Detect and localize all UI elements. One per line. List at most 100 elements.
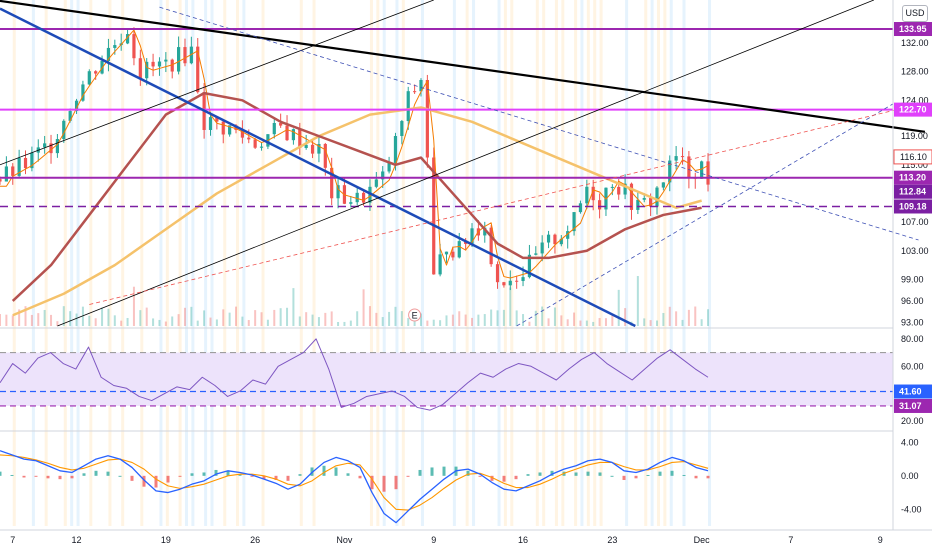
volume-bar xyxy=(145,307,148,326)
price-badge-label: 109.18 xyxy=(899,201,927,211)
price-tick-label: 103.00 xyxy=(901,246,929,256)
candle xyxy=(674,156,678,161)
rsi-panel[interactable] xyxy=(0,338,893,411)
candle xyxy=(700,161,704,179)
volume-bar xyxy=(490,309,493,326)
session-stripe xyxy=(599,0,603,526)
session-stripe xyxy=(535,0,539,526)
candle xyxy=(304,144,308,148)
candle xyxy=(259,146,264,148)
candle xyxy=(451,251,455,258)
x-tick-label: Dec xyxy=(694,535,711,545)
volume-bar xyxy=(88,315,91,326)
volume-bar xyxy=(426,320,429,326)
volume-bar xyxy=(120,320,123,326)
volume-bar xyxy=(458,311,461,326)
rsi-band xyxy=(0,352,893,406)
volume-bar xyxy=(5,314,8,326)
candle xyxy=(291,129,296,141)
candle xyxy=(374,179,378,187)
price-tick-label: 128.00 xyxy=(901,67,929,77)
rsi-tick-label: 80.00 xyxy=(901,334,924,344)
volume-bar xyxy=(356,311,359,326)
macd-histogram-bar xyxy=(70,475,74,479)
macd-histogram-bar xyxy=(346,473,350,476)
macd-histogram-bar xyxy=(142,475,146,487)
session-stripe xyxy=(70,0,74,526)
session-stripe xyxy=(76,0,80,526)
volume-bar xyxy=(305,312,308,326)
macd-histogram-bar xyxy=(46,475,50,479)
macd-histogram-bar xyxy=(610,475,614,477)
session-stripe xyxy=(382,0,386,526)
macd-histogram-bar xyxy=(262,475,266,480)
macd-histogram-bar xyxy=(154,475,158,488)
candle xyxy=(546,234,551,243)
macd-histogram-bar xyxy=(166,475,170,483)
macd-histogram-bar xyxy=(226,470,230,476)
session-stripe xyxy=(31,0,35,526)
candle xyxy=(0,179,2,182)
candle xyxy=(49,143,53,154)
macd-histogram-bar xyxy=(94,470,98,476)
candle xyxy=(419,79,423,92)
candle xyxy=(215,117,219,122)
candle xyxy=(706,161,710,185)
candle xyxy=(310,144,315,154)
ma-fast-line xyxy=(0,29,709,279)
volume-bar xyxy=(279,308,282,326)
volume-bar xyxy=(177,314,180,326)
candle xyxy=(502,282,506,286)
trendline xyxy=(0,7,636,328)
trendline xyxy=(516,103,894,327)
session-stripe xyxy=(669,0,673,526)
price-tick-label: 107.00 xyxy=(901,217,929,227)
volume-bar xyxy=(502,309,505,326)
price-badge-box xyxy=(894,384,932,399)
volume-bar xyxy=(700,319,703,326)
volume-bar xyxy=(643,318,646,326)
candle xyxy=(279,122,283,126)
volume-bar xyxy=(617,289,620,326)
session-stripe xyxy=(542,0,546,526)
volume-bar xyxy=(432,319,435,326)
macd-histogram-bar xyxy=(190,473,194,476)
candle xyxy=(661,182,665,188)
ma-mid-line xyxy=(11,91,702,302)
candle xyxy=(527,254,532,278)
macd-histogram-bar xyxy=(574,472,578,476)
volume-bar xyxy=(598,318,601,326)
price-badge: 122.70 xyxy=(894,102,932,117)
candle xyxy=(81,84,85,101)
candle xyxy=(285,125,289,141)
macd-panel[interactable] xyxy=(0,450,710,524)
price-badges: 133.95 122.70 116.10 113.20 112.84 109.18 41.6… xyxy=(893,22,932,413)
session-stripe xyxy=(420,0,424,526)
candle xyxy=(323,143,327,168)
price-panel[interactable]: E xyxy=(0,0,926,328)
price-badge-box xyxy=(894,102,932,117)
earnings-marker-circle xyxy=(408,308,422,322)
currency-button[interactable]: USD xyxy=(902,5,928,22)
candle xyxy=(534,253,538,255)
macd-histogram-bar xyxy=(394,475,398,490)
session-stripe xyxy=(63,0,67,526)
candle xyxy=(508,280,512,286)
macd-histogram-bar xyxy=(682,474,686,476)
macd-tick-label: 4.00 xyxy=(901,437,919,447)
volume-bar xyxy=(215,319,218,326)
volume-bar xyxy=(579,320,582,326)
macd-histogram-bar xyxy=(598,472,602,476)
volume-bar xyxy=(419,313,422,326)
volume-bar xyxy=(337,321,340,326)
session-stripe xyxy=(452,0,456,526)
volume-bar xyxy=(585,320,588,326)
candle xyxy=(400,121,404,136)
macd-histogram-bar xyxy=(382,475,386,492)
macd-histogram-bar xyxy=(274,475,278,480)
x-tick-label: 9 xyxy=(431,535,436,545)
price-badge-box xyxy=(894,170,932,185)
volume-bar xyxy=(171,316,174,326)
volume-bar xyxy=(528,321,531,326)
